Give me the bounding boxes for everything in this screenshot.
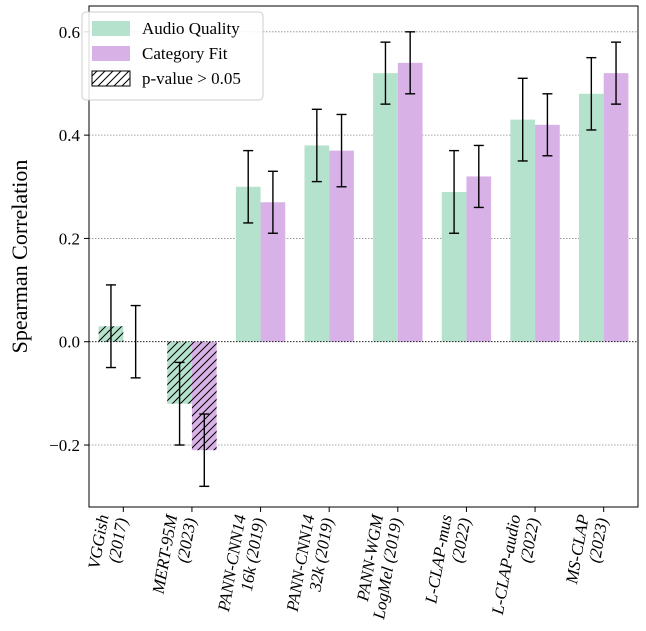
legend-audio-quality: Audio Quality <box>142 19 240 38</box>
bar-category-fit <box>603 73 629 342</box>
x-tick-label: MERT-95M(2023) <box>148 512 200 596</box>
y-tick-label: −0.2 <box>49 436 80 455</box>
legend: Audio Quality Category Fit p-value > 0.05 <box>81 11 264 101</box>
legend-p-value: p-value > 0.05 <box>142 69 241 88</box>
bar-category-fit <box>535 124 560 342</box>
x-tick-label: MS-CLAP(2023) <box>562 513 612 586</box>
y-axis-ticks: −0.2 0.0 0.2 0.4 0.6 <box>49 23 89 455</box>
bar-audio-quality <box>578 93 604 342</box>
x-axis-ticks: VGGish(2017) MERT-95M(2023) PANN-CNN1416k … <box>84 507 612 622</box>
legend-category-fit: Category Fit <box>142 44 228 63</box>
x-tick-label: VGGish(2017) <box>84 513 131 570</box>
bar-category-fit <box>397 62 423 342</box>
bar-audio-quality <box>373 73 398 342</box>
x-tick-label-line: L-CLAP-audio <box>488 513 524 617</box>
legend-swatch <box>92 46 130 61</box>
legend-swatch-hatch <box>92 71 130 86</box>
plot-frame <box>88 5 639 508</box>
bars <box>98 62 629 451</box>
y-axis-label: Spearman Correlation <box>7 160 32 354</box>
y-tick-label: 0.4 <box>59 126 81 145</box>
y-tick-label: 0.0 <box>59 333 80 352</box>
error-bars <box>105 31 622 488</box>
y-tick-label: 0.2 <box>59 229 80 248</box>
y-tick-label: 0.6 <box>59 23 80 42</box>
legend-swatch <box>92 21 130 36</box>
x-tick-label: L-CLAP-audio(2022) <box>488 513 543 617</box>
x-tick-label: L-CLAP-mus(2022) <box>421 513 474 606</box>
